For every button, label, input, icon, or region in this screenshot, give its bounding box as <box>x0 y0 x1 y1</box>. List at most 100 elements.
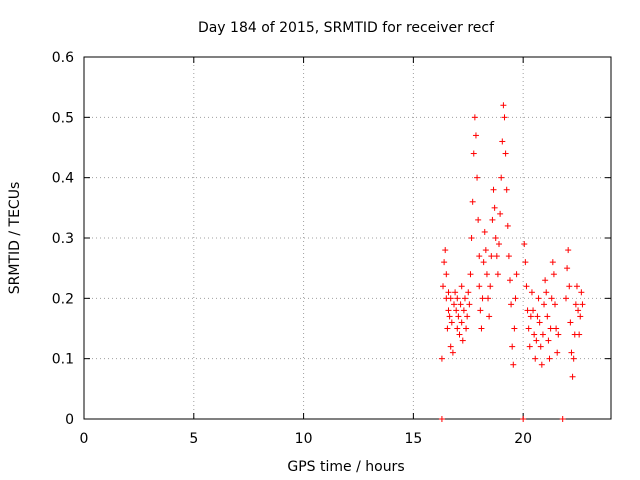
y-axis-label: SRMTID / TECUs <box>7 182 23 295</box>
data-point <box>452 289 459 296</box>
data-point <box>548 295 555 302</box>
data-point <box>566 283 573 290</box>
data-point <box>577 313 584 320</box>
data-point <box>520 416 527 422</box>
data-point <box>458 283 465 290</box>
data-point <box>526 343 533 350</box>
data-point <box>493 253 500 260</box>
data-point <box>482 247 489 254</box>
data-point <box>483 271 490 278</box>
data-point <box>499 138 506 145</box>
y-tick-label: 0.6 <box>52 50 74 66</box>
data-point <box>501 114 508 121</box>
data-point <box>550 271 557 278</box>
data-point <box>538 361 545 368</box>
data-point <box>492 235 499 241</box>
data-point <box>460 307 467 314</box>
data-point <box>553 325 560 332</box>
y-tick-label: 0.5 <box>52 110 74 126</box>
data-point <box>535 295 542 302</box>
data-point <box>456 331 463 338</box>
data-point <box>510 361 517 368</box>
data-point <box>440 283 447 290</box>
data-point <box>449 349 456 356</box>
data-point <box>464 313 471 320</box>
data-point <box>445 307 452 314</box>
data-point <box>527 313 534 320</box>
data-point <box>445 289 452 296</box>
data-point <box>543 289 550 296</box>
y-tick-label: 0.2 <box>52 291 74 307</box>
data-point <box>438 355 445 362</box>
data-point <box>554 349 561 356</box>
data-point <box>533 337 540 344</box>
data-point <box>500 102 507 109</box>
data-point <box>461 295 468 302</box>
data-point <box>472 132 479 139</box>
data-point <box>455 313 462 320</box>
data-point <box>547 325 554 332</box>
data-point <box>549 259 556 266</box>
data-point <box>450 301 457 308</box>
data-point <box>503 186 510 193</box>
data-point <box>444 325 451 332</box>
y-tick-label: 0 <box>65 412 74 428</box>
data-point <box>489 216 496 223</box>
data-point <box>544 313 551 320</box>
data-point <box>491 204 498 211</box>
data-point <box>476 253 483 260</box>
data-point <box>523 283 530 290</box>
x-tick-label: 0 <box>80 431 89 447</box>
data-point <box>532 355 539 362</box>
data-point <box>542 277 549 284</box>
data-point <box>536 319 543 326</box>
data-point <box>497 210 504 217</box>
data-point <box>521 241 528 248</box>
data-point <box>485 295 492 302</box>
x-tick-label: 20 <box>514 431 532 447</box>
data-point <box>545 337 552 344</box>
axis-ticks: 0 5 10 15 20 0 0.1 0.2 0.3 0.4 0.5 0.6 <box>52 50 611 447</box>
data-point <box>487 283 494 290</box>
data-point <box>528 289 535 296</box>
data-point <box>565 247 572 254</box>
data-point <box>459 337 466 344</box>
data-point <box>579 301 586 308</box>
data-point <box>488 253 495 260</box>
y-tick-label: 0.3 <box>52 231 74 247</box>
data-point <box>506 277 513 284</box>
data-point <box>522 259 529 266</box>
data-point <box>539 331 546 338</box>
data-point <box>534 313 541 320</box>
data-point <box>448 319 455 326</box>
data-point <box>564 265 571 272</box>
data-point <box>512 295 519 302</box>
data-point <box>458 319 465 326</box>
data-point <box>465 289 472 296</box>
data-point <box>453 307 460 314</box>
data-point <box>446 313 453 320</box>
data-point <box>471 114 478 121</box>
data-point <box>562 295 569 302</box>
data-point <box>541 301 548 308</box>
data-point <box>474 174 481 181</box>
x-axis-label: GPS time / hours <box>287 459 404 475</box>
y-tick-label: 0.1 <box>52 352 74 368</box>
data-point <box>524 307 531 314</box>
data-point <box>486 313 493 320</box>
data-point <box>447 295 454 302</box>
data-point <box>469 198 476 205</box>
data-point <box>479 295 486 302</box>
data-points <box>438 102 586 422</box>
data-point <box>531 331 538 338</box>
data-point <box>443 271 450 278</box>
data-point <box>477 307 484 314</box>
data-point <box>441 259 448 266</box>
data-point <box>525 325 532 332</box>
data-point <box>442 247 449 254</box>
data-point <box>475 216 482 223</box>
data-point <box>530 307 537 314</box>
chart-title: Day 184 of 2015, SRMTID for receiver rec… <box>198 20 495 36</box>
data-point <box>490 186 497 193</box>
